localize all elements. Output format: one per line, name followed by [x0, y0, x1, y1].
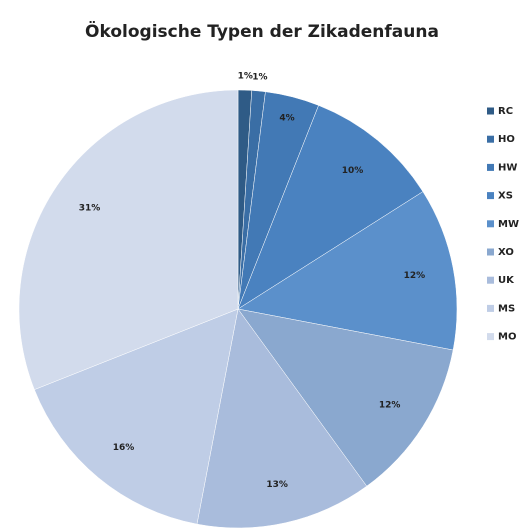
legend-swatch [487, 276, 494, 284]
legend-label: HO [498, 134, 515, 145]
legend-label: MS [498, 303, 515, 314]
legend-swatch [487, 220, 494, 228]
legend-label: XO [498, 247, 514, 258]
legend-label: RC [498, 106, 513, 117]
legend-swatch [487, 304, 494, 312]
data-label: 10% [342, 166, 364, 176]
legend-label: MW [498, 219, 519, 230]
legend-swatch [487, 192, 494, 200]
legend-swatch [487, 333, 494, 341]
data-label: 13% [266, 480, 288, 490]
pie-slice [237, 105, 424, 310]
legend-label: UK [498, 275, 515, 286]
pie-slice [18, 89, 239, 390]
pie-slice [34, 308, 239, 525]
data-label: 12% [379, 401, 401, 411]
chart-title: Ökologische Typen der Zikadenfauna [85, 20, 439, 42]
legend-swatch [487, 135, 494, 143]
legend-label: MO [498, 332, 516, 343]
data-label: 12% [404, 271, 426, 281]
pie-slice [196, 308, 368, 529]
legend-label: HW [498, 162, 517, 173]
data-label: 31% [79, 204, 101, 214]
legend-label: XS [498, 191, 513, 202]
pie-slice [237, 308, 454, 487]
pie-slice [237, 191, 458, 351]
data-label: 1% [238, 72, 253, 82]
data-label: 4% [279, 114, 294, 124]
legend-swatch [487, 163, 494, 171]
data-label: 16% [113, 443, 135, 453]
legend-swatch [487, 248, 494, 256]
data-label: 1% [252, 73, 267, 83]
legend-swatch [487, 107, 494, 115]
